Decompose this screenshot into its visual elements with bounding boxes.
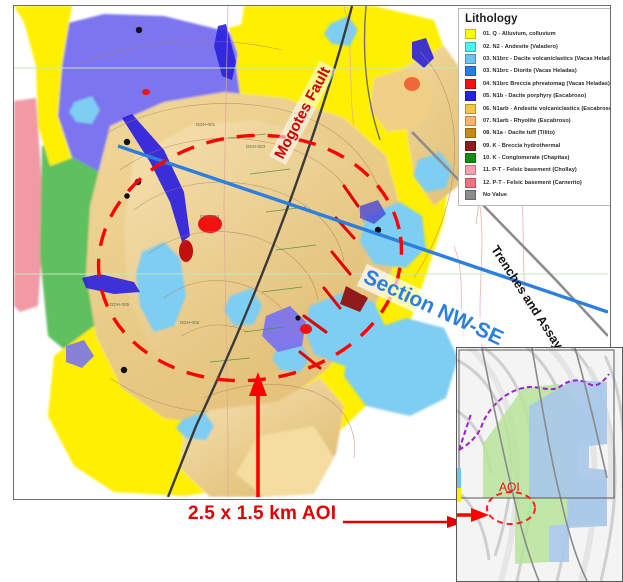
legend-swatch [465,177,476,188]
legend-item-label: 07. N1arb - Rhyolite (Escabroso) [483,117,571,124]
main-map-frame[interactable]: DDH-001 DDH-002 DDH-003 DDH-004 DDH-005 … [13,5,611,500]
legend-item-label: 03. N1brc - Dacite volcaniclastics (Vaca… [483,55,611,62]
legend-swatch [465,91,476,102]
legend-item[interactable]: 03. N1brc - Dacite volcaniclastics (Vaca… [463,53,611,65]
legend-swatch [465,103,476,114]
legend-swatch [465,53,476,64]
svg-text:DDH-006: DDH-006 [180,320,200,325]
legend-item-label: 12. P-T - Felsic basement (Carnerito) [483,179,582,186]
diorite-slivers [66,24,434,368]
legend-swatch [465,29,476,40]
legend-item[interactable]: 03. N1brc - Diorite (Vacas Heladas) [463,65,610,77]
secondary-fault-line [363,6,381,141]
legend-item[interactable]: 09. K - Breccia hydrothermal [463,140,610,152]
legend-swatch [465,115,476,126]
inset-boundary-dashed [458,373,610,451]
legend-swatch [465,78,476,89]
legend-item-label: 04. N1brc Breccia phreatomag (Vacas Hela… [483,80,610,87]
legend-item-label: 11. P-T - Felsic basement (Chollay) [483,167,577,174]
legend-swatch [465,140,476,151]
legend-swatch [465,153,476,164]
legend-item-label: 06. N1arb - Andesite volcaniclastics (Es… [483,105,611,112]
legend-title: Lithology [465,13,518,25]
legend-swatch [465,66,476,77]
trenches-and-assays-line [411,131,608,337]
aoi-pointer-arrow [249,372,267,497]
legend-item[interactable]: 02. N2 - Andesite (Valadero) [463,40,610,52]
legend-item-label: 05. N1b - Dacite porphyry (Escabroso) [483,93,587,100]
legend-swatch [465,165,476,176]
inset-aoi-circle [486,491,536,525]
legend-item[interactable]: 12. P-T - Felsic basement (Carnerito) [463,177,610,189]
legend-swatch [465,128,476,139]
aoi-caption-arrow [343,516,465,528]
legend-swatch [465,190,476,201]
svg-text:DDH-001: DDH-001 [196,122,216,127]
inset-map-canvas[interactable]: AOI [457,348,622,581]
legend-item[interactable]: 11. P-T - Felsic basement (Chollay) [463,164,610,176]
legend-item-label: 03. N1brc - Diorite (Vacas Heladas) [483,68,577,75]
legend-item[interactable]: No Value [463,189,610,201]
aoi-caption: 2.5 x 1.5 km AOI [188,503,337,524]
legend-swatch [465,41,476,52]
legend-item-label: 08. N1a - Dacite tuff (Tilito) [483,130,555,137]
dacite-volcaniclastic-bodies [69,16,458,440]
inset-aoi-label: AOI [499,480,520,494]
legend-rows: 01. Q - Alluvium, colluvium 02. N2 - Ande… [463,28,611,201]
svg-text:DDH-002: DDH-002 [156,162,176,167]
svg-text:DDH-005: DDH-005 [110,302,130,307]
legend-item[interactable]: 05. N1b - Dacite porphyry (Escabroso) [463,90,610,102]
legend-item[interactable]: 01. Q - Alluvium, colluvium [463,28,610,40]
legend-item[interactable]: 08. N1a - Dacite tuff (Tilito) [463,127,610,139]
legend-item[interactable]: 06. N1arb - Andesite volcaniclastics (Es… [463,102,611,114]
legend-item-label: 09. K - Breccia hydrothermal [483,142,561,149]
inset-fault-lines [481,348,608,581]
legend-item-label: 10. K - Conglomerate (Chapitas) [483,155,570,162]
svg-text:DDH-004: DDH-004 [200,214,220,219]
legend-item-label: 01. Q - Alluvium, colluvium [483,31,556,38]
drillhole-labels: DDH-001 DDH-002 DDH-003 DDH-004 DDH-005 … [110,122,266,325]
inset-extent-rect [458,349,615,499]
legend-item-label: No Value [483,192,508,199]
legend-item[interactable]: 07. N1arb - Rhyolite (Escabroso) [463,115,610,127]
breccia-bodies [142,77,420,334]
inset-location-map[interactable]: AOI [456,347,623,582]
legend-item[interactable]: 10. K - Conglomerate (Chapitas) [463,152,610,164]
section-nw-se-line [117,144,608,314]
lithology-legend[interactable]: Lithology 01. Q - Alluvium, colluvium 02.… [458,8,611,206]
legend-item-label: 02. N2 - Andesite (Valadero) [483,43,558,50]
svg-text:DDH-003: DDH-003 [246,144,266,149]
legend-item[interactable]: 04. N1brc Breccia phreatomag (Vacas Hela… [463,78,610,90]
aoi-ellipse [96,133,404,383]
inset-aoi-arrow [457,508,489,522]
